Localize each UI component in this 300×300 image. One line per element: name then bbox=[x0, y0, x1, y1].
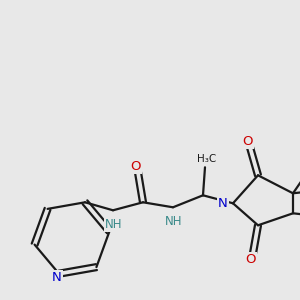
Text: O: O bbox=[131, 160, 141, 173]
Text: NH: NH bbox=[165, 215, 183, 228]
Text: NH: NH bbox=[105, 218, 123, 231]
Text: H₃C: H₃C bbox=[197, 154, 217, 164]
Text: N: N bbox=[218, 197, 228, 210]
Text: N: N bbox=[52, 271, 62, 284]
Text: O: O bbox=[246, 253, 256, 266]
Text: O: O bbox=[243, 135, 253, 148]
